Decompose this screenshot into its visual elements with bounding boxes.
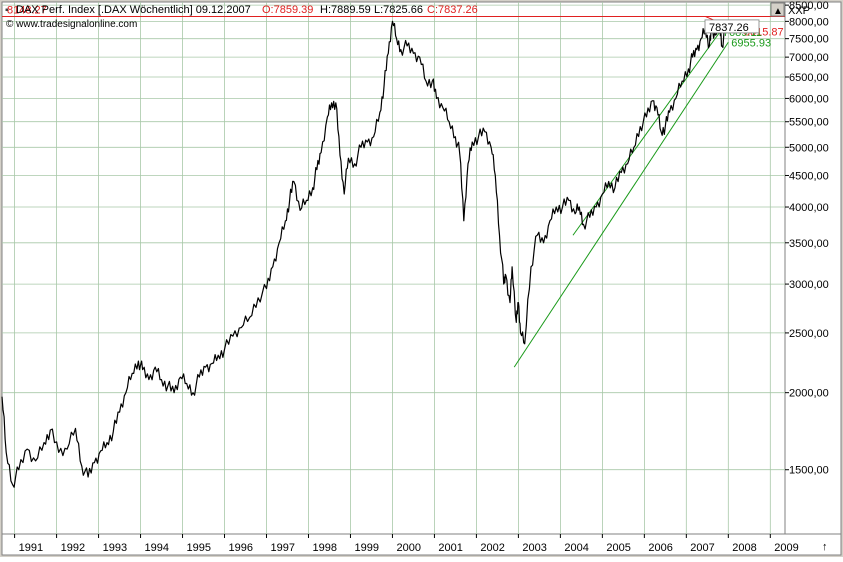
trend-line	[572, 31, 721, 236]
y-tick-label: 6500,00	[789, 72, 829, 84]
y-tick-label: 7500,00	[789, 34, 829, 46]
time-axis-area	[1, 533, 842, 556]
y-tick-label: 2000,00	[789, 388, 829, 400]
x-tick-label: 2002	[480, 542, 504, 554]
x-tick-label: 1999	[355, 542, 379, 554]
x-tick-label: 1992	[61, 542, 85, 554]
x-tick-label: 1993	[103, 542, 127, 554]
chart-title: DAX Perf. Index [.DAX Wöchentlich] 09.12…	[16, 4, 251, 16]
x-tick-label: 2006	[648, 542, 672, 554]
time-axis-ticks: 1991 1992 1993 1994 1995 1996 1997 1998 1999 2000…	[14, 534, 799, 554]
x-tick-label: 2000	[397, 542, 421, 554]
trend-line	[513, 41, 729, 368]
y-tick-label: 5500,00	[789, 117, 829, 129]
last-price-box	[704, 19, 760, 34]
x-tick-label: 1994	[145, 542, 169, 554]
copyright-label: © www.tradesignalonline.com	[6, 19, 137, 30]
y-tick-label: 8500,00	[789, 0, 829, 12]
y-tick-label: 2500,00	[789, 328, 829, 340]
x-tick-label: 1998	[313, 542, 337, 554]
price-scale-area	[784, 1, 842, 535]
scroll-up-icon: ▲	[773, 6, 783, 17]
y-tick-label: 3500,00	[789, 238, 829, 250]
close-value: C:7837.26	[427, 4, 478, 16]
scale-label: XXP	[788, 5, 810, 17]
plot-area	[1, 1, 786, 535]
price-axis-ticks: 1500,00 2000,00 2500,00 3000,00 3500,00 4000,…	[785, 0, 829, 477]
x-tick-label: 2005	[606, 542, 630, 554]
annotation-lines	[2, 15, 785, 368]
x-tick-label: 1996	[229, 542, 253, 554]
x-tick-label: 1997	[271, 542, 295, 554]
x-tick-label: 2007	[690, 542, 714, 554]
x-tick-label: 2001	[438, 542, 462, 554]
x-tick-label: 2009	[774, 542, 798, 554]
scroll-up-button[interactable]: ▲	[770, 2, 785, 17]
window-marker-icon[interactable]: ▪	[5, 5, 9, 16]
x-tick-label: 1991	[19, 542, 43, 554]
x-tick-label: 1995	[187, 542, 211, 554]
x-tick-label: 2008	[732, 542, 756, 554]
price-series-line	[1, 20, 726, 488]
y-tick-label: 7000,00	[789, 52, 829, 64]
y-tick-label: 1500,00	[789, 465, 829, 477]
y-tick-label: 5000,00	[789, 142, 829, 154]
high-value: H:7889.59	[320, 4, 371, 16]
x-tick-label: 2004	[564, 542, 588, 554]
grid-lines	[2, 2, 785, 534]
y-tick-label: 3000,00	[789, 279, 829, 291]
y-tick-label: 6000,00	[789, 93, 829, 105]
trend-line-label: 6955.93	[731, 37, 771, 49]
scroll-down-icon[interactable]: ↑	[822, 541, 828, 553]
open-value: O:7859.39	[262, 4, 313, 16]
y-tick-label: 4500,00	[789, 171, 829, 183]
last-price-label: 7837.26	[709, 22, 749, 34]
y-tick-label: 8000,00	[789, 16, 829, 28]
low-value: L:7825.66	[374, 4, 423, 16]
resistance-label: 8148.27	[7, 5, 47, 17]
x-tick-label: 2003	[522, 542, 546, 554]
y-tick-label: 4000,00	[789, 202, 829, 214]
